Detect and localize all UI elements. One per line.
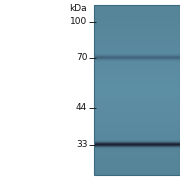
Text: kDa: kDa bbox=[69, 4, 86, 13]
Text: 70: 70 bbox=[76, 53, 87, 62]
Text: 33: 33 bbox=[76, 140, 87, 149]
Text: 44: 44 bbox=[76, 103, 87, 112]
Text: 100: 100 bbox=[70, 17, 87, 26]
Bar bbox=[94, 5, 180, 175]
